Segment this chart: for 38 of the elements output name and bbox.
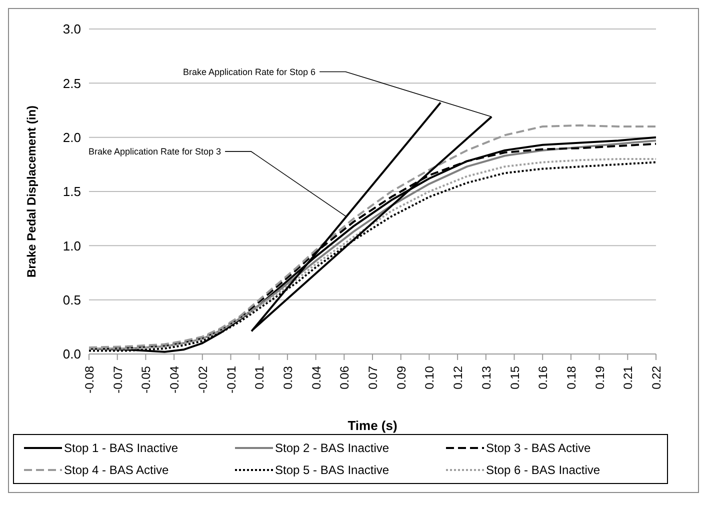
legend-label: Stop 2 - BAS Inactive xyxy=(275,441,390,455)
y-tick-label: 2.0 xyxy=(62,130,81,145)
x-tick-label: 0.18 xyxy=(564,366,578,390)
x-tick-label: 0.22 xyxy=(650,366,664,390)
y-tick-label: 0.5 xyxy=(62,292,81,308)
y-tick-label: 0.0 xyxy=(62,346,81,362)
legend-label: Stop 1 - BAS Inactive xyxy=(64,441,178,455)
x-tick-label: -0.04 xyxy=(168,366,182,394)
y-tick-label: 1.0 xyxy=(62,238,81,254)
x-tick-label: 0.06 xyxy=(338,366,352,390)
x-tick-label: 0.09 xyxy=(394,366,408,390)
legend-label: Stop 6 - BAS Inactive xyxy=(486,463,600,477)
x-tick-label: 0.01 xyxy=(252,366,267,390)
x-tick-label: 0.19 xyxy=(592,366,607,390)
x-tick-label: -0.07 xyxy=(110,366,125,394)
y-axis-title: Brake Pedal Displacement (in) xyxy=(24,105,38,278)
x-tick-label: 0.16 xyxy=(536,366,550,390)
x-tick-label: 0.12 xyxy=(451,366,466,390)
annotation: Brake Application Rate for Stop 3 xyxy=(88,146,222,156)
x-tick-label: 0.03 xyxy=(280,366,295,390)
x-tick-label: 0.15 xyxy=(508,366,522,390)
y-tick-label: 1.5 xyxy=(62,184,81,200)
y-tick-label: 3.0 xyxy=(62,22,81,37)
x-tick-label: -0.05 xyxy=(139,366,154,394)
x-tick-label: -0.01 xyxy=(224,366,238,394)
x-tick-label: 0.10 xyxy=(422,366,437,390)
legend-label: Stop 4 - BAS Active xyxy=(64,463,169,477)
x-tick-label: 0.21 xyxy=(621,366,636,390)
annotation: Brake Application Rate for Stop 6 xyxy=(182,66,316,77)
legend-label: Stop 3 - BAS Active xyxy=(486,441,591,455)
x-axis-title: Time (s) xyxy=(348,418,398,433)
x-tick-label: 0.13 xyxy=(479,366,494,390)
x-tick-label: 0.07 xyxy=(366,366,380,390)
x-tick-label: -0.08 xyxy=(82,366,97,394)
legend-label: Stop 5 - BAS Inactive xyxy=(275,463,390,477)
x-tick-label: -0.02 xyxy=(196,366,210,394)
x-tick-label: 0.04 xyxy=(309,366,324,390)
y-tick-label: 2.5 xyxy=(62,76,81,91)
